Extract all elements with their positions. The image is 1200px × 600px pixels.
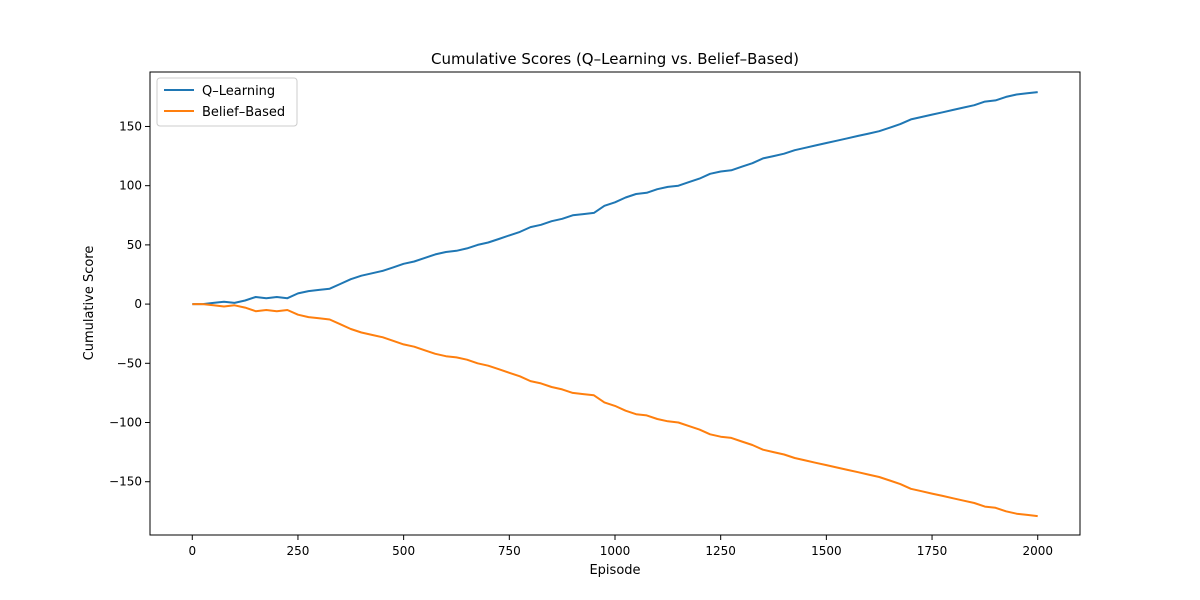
y-tick-label: 150 xyxy=(119,119,142,133)
y-axis-label: Cumulative Score xyxy=(82,246,97,361)
y-tick-label: 50 xyxy=(127,238,142,252)
legend-label-belief-based: Belief–Based xyxy=(202,105,285,120)
x-axis: 0 250 500 750 1000 1250 1500 1750 2000 xyxy=(188,535,1053,558)
y-axis: −150 −100 −50 0 50 100 150 xyxy=(109,119,150,489)
x-tick-label: 1000 xyxy=(600,544,631,558)
series-line-0 xyxy=(192,91,1038,306)
x-tick-label: 1500 xyxy=(811,544,842,558)
x-tick-label: 1250 xyxy=(705,544,736,558)
legend: Q–Learning Belief–Based xyxy=(156,77,298,127)
y-tick-label: −50 xyxy=(117,356,142,370)
x-tick-label: 250 xyxy=(287,544,310,558)
x-axis-label: Episode xyxy=(589,563,640,578)
legend-label-q-learning: Q–Learning xyxy=(202,84,275,99)
x-tick-label: 2000 xyxy=(1022,544,1053,558)
chart-title: Cumulative Scores (Q–Learning vs. Belief… xyxy=(431,50,799,68)
plot-lines xyxy=(192,91,1038,518)
y-tick-label: −150 xyxy=(109,475,142,489)
x-tick-label: 500 xyxy=(392,544,415,558)
series-line-1 xyxy=(192,303,1038,518)
y-tick-label: 100 xyxy=(119,179,142,193)
x-tick-label: 750 xyxy=(498,544,521,558)
x-tick-label: 1750 xyxy=(917,544,948,558)
y-tick-label: 0 xyxy=(134,297,142,311)
plot-frame xyxy=(149,71,1081,536)
y-tick-label: −100 xyxy=(109,416,142,430)
x-tick-label: 0 xyxy=(188,544,196,558)
